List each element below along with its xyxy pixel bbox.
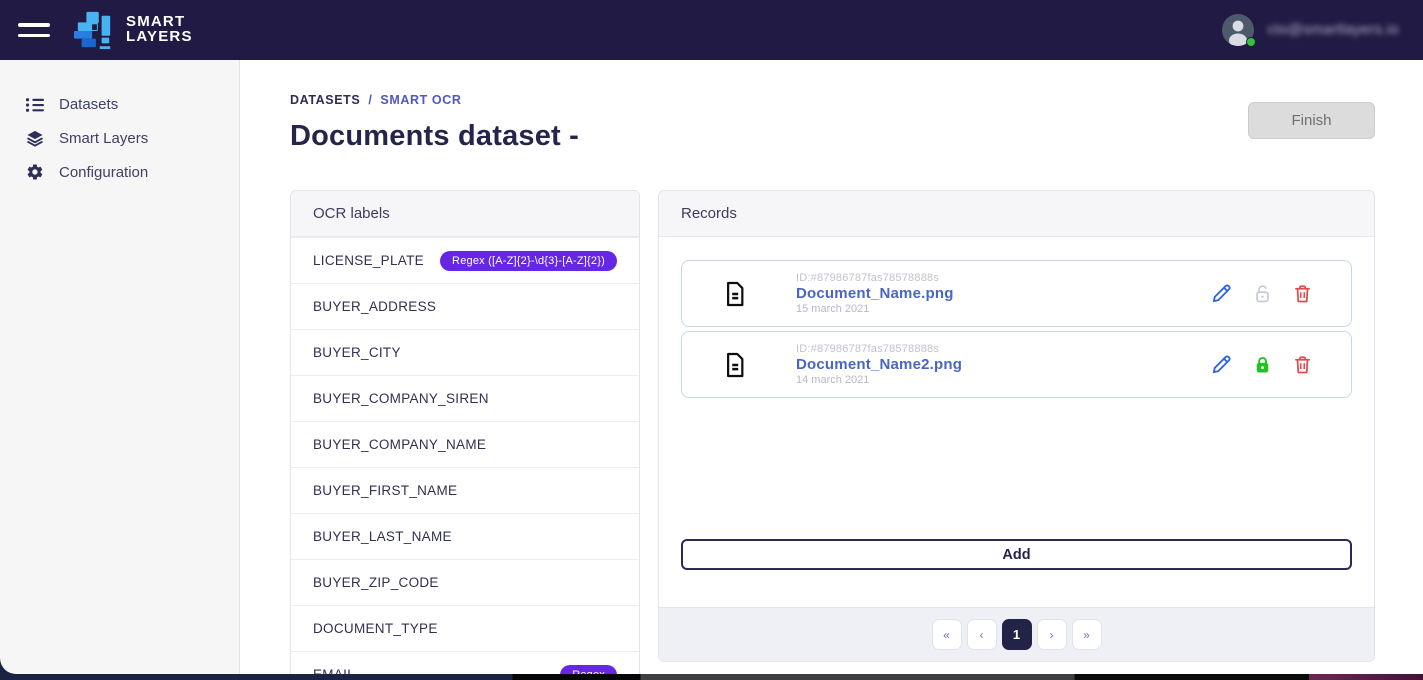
lock-open-icon[interactable] bbox=[1252, 282, 1273, 306]
avatar[interactable] bbox=[1221, 13, 1257, 47]
smart-layers-logo-icon bbox=[74, 11, 111, 50]
record-card: ID:#87986787fas78578888s Document_Name.p… bbox=[681, 260, 1352, 327]
pagination-first-button[interactable]: « bbox=[931, 619, 962, 650]
add-record-button[interactable]: Add bbox=[681, 539, 1352, 570]
ocr-labels-panel-title: OCR labels bbox=[291, 191, 639, 237]
ocr-label-row[interactable]: BUYER_COMPANY_SIREN bbox=[291, 375, 639, 421]
background-window-edge bbox=[0, 674, 1423, 680]
logo-text: SMART LAYERS bbox=[126, 13, 193, 45]
ocr-label-text: BUYER_ZIP_CODE bbox=[313, 575, 439, 590]
main-content: DATASETS / SMART OCR Documents dataset -… bbox=[240, 60, 1423, 680]
sidebar-item-label: Datasets bbox=[59, 96, 119, 113]
ocr-label-row[interactable]: DOCUMENT_TYPE bbox=[291, 605, 639, 651]
records-panel: Records ID:#87986787fas78578888s Documen… bbox=[658, 190, 1375, 662]
pagination-last-button[interactable]: » bbox=[1071, 619, 1102, 650]
ocr-label-row[interactable]: BUYER_ZIP_CODE bbox=[291, 559, 639, 605]
record-id: ID:#87986787fas78578888s bbox=[796, 272, 940, 284]
sidebar-item-label: Smart Layers bbox=[59, 129, 149, 147]
sidebar-item-smart-layers[interactable]: Smart Layers bbox=[0, 121, 239, 155]
ocr-label-text: BUYER_COMPANY_SIREN bbox=[313, 391, 489, 406]
record-id: ID:#87986787fas78578888s bbox=[796, 343, 940, 355]
pagination-prev-button[interactable]: ‹ bbox=[966, 619, 997, 650]
record-filename[interactable]: Document_Name2.png bbox=[796, 356, 963, 373]
sidebar-item-datasets[interactable]: Datasets bbox=[0, 88, 239, 121]
ocr-label-text: BUYER_ADDRESS bbox=[313, 299, 437, 314]
gear-icon bbox=[27, 164, 43, 180]
page-title: Documents dataset - bbox=[290, 120, 580, 152]
breadcrumb-smart-ocr[interactable]: SMART OCR bbox=[380, 93, 462, 107]
logo[interactable]: SMART LAYERS bbox=[72, 10, 193, 50]
list-icon bbox=[26, 97, 44, 112]
breadcrumb-datasets[interactable]: DATASETS bbox=[290, 93, 361, 107]
top-navbar: SMART LAYERS cto@smartlayers.io bbox=[0, 0, 1423, 60]
ocr-label-text: DOCUMENT_TYPE bbox=[313, 621, 438, 636]
user-email: cto@smartlayers.io bbox=[1267, 22, 1399, 38]
pagination-page-1-button[interactable]: 1 bbox=[1001, 619, 1032, 650]
layers-icon bbox=[27, 130, 43, 147]
ocr-label-row[interactable]: LICENSE_PLATE Regex ([A-Z]{2}-\d{3}-[A-Z… bbox=[291, 237, 639, 283]
sidebar: Datasets Smart Layers Configuration bbox=[0, 60, 240, 680]
ocr-label-text: BUYER_FIRST_NAME bbox=[313, 483, 458, 498]
user-menu: cto@smartlayers.io bbox=[1221, 13, 1407, 47]
records-panel-title: Records bbox=[659, 191, 1374, 237]
record-card: ID:#87986787fas78578888s Document_Name2.… bbox=[681, 331, 1352, 398]
regex-badge: Regex ([A-Z]{2}-\d{3}-[A-Z]{2}) bbox=[440, 250, 617, 271]
ocr-label-row[interactable]: BUYER_CITY bbox=[291, 329, 639, 375]
edit-icon[interactable] bbox=[1210, 353, 1233, 376]
ocr-label-row[interactable]: BUYER_COMPANY_NAME bbox=[291, 421, 639, 467]
delete-icon[interactable] bbox=[1292, 353, 1313, 377]
ocr-label-row[interactable]: BUYER_ADDRESS bbox=[291, 283, 639, 329]
online-status-dot bbox=[1246, 37, 1257, 47]
ocr-label-text: BUYER_COMPANY_NAME bbox=[313, 437, 487, 452]
pagination: « ‹ 1 › » bbox=[659, 607, 1374, 661]
record-date: 15 march 2021 bbox=[796, 303, 870, 315]
ocr-label-row[interactable]: BUYER_FIRST_NAME bbox=[291, 467, 639, 513]
record-filename[interactable]: Document_Name.png bbox=[796, 285, 954, 302]
ocr-label-text: BUYER_LAST_NAME bbox=[313, 529, 452, 544]
pagination-next-button[interactable]: › bbox=[1036, 619, 1067, 650]
record-date: 14 march 2021 bbox=[796, 374, 870, 386]
ocr-label-row[interactable]: BUYER_LAST_NAME bbox=[291, 513, 639, 559]
document-icon bbox=[727, 281, 744, 306]
document-icon bbox=[727, 352, 744, 377]
ocr-labels-panel: OCR labels LICENSE_PLATE Regex ([A-Z]{2}… bbox=[290, 190, 640, 680]
sidebar-item-label: Configuration bbox=[59, 163, 149, 181]
ocr-label-text: LICENSE_PLATE bbox=[313, 253, 424, 268]
breadcrumb-separator: / bbox=[368, 93, 373, 107]
lock-closed-icon[interactable] bbox=[1252, 353, 1273, 377]
menu-icon[interactable] bbox=[18, 21, 52, 39]
ocr-label-text: BUYER_CITY bbox=[313, 345, 401, 360]
delete-icon[interactable] bbox=[1292, 282, 1313, 306]
edit-icon[interactable] bbox=[1210, 282, 1233, 305]
finish-button[interactable]: Finish bbox=[1248, 102, 1375, 139]
breadcrumb: DATASETS / SMART OCR bbox=[290, 93, 1375, 107]
sidebar-item-configuration[interactable]: Configuration bbox=[0, 155, 239, 189]
